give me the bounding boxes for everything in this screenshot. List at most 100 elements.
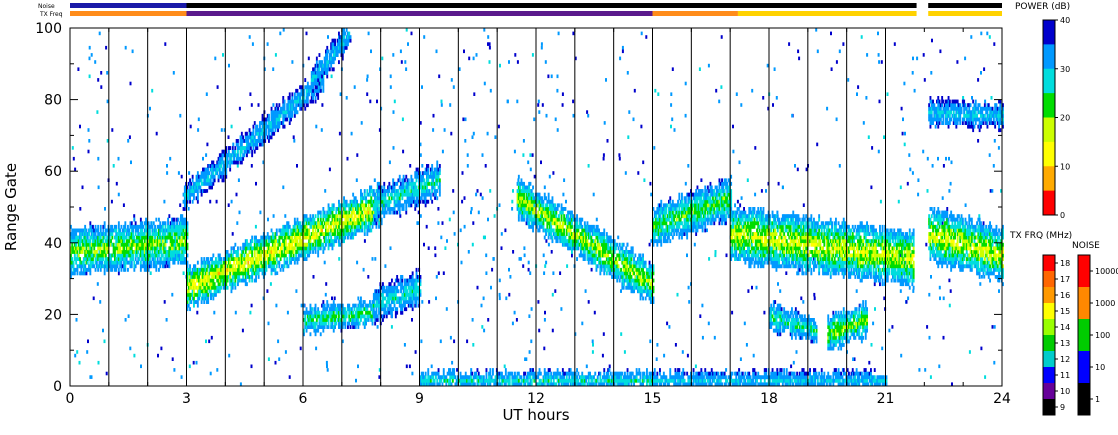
echo-cell: [389, 282, 392, 287]
echo-cell: [389, 185, 392, 190]
echo-cell: [271, 131, 274, 136]
echo-cell: [313, 310, 316, 315]
echo-cell: [343, 42, 345, 47]
echo-cell: [234, 278, 237, 283]
noise-echo: [838, 49, 841, 54]
echo-cell: [352, 203, 355, 208]
echo-cell: [164, 257, 167, 261]
echo-cell: [194, 300, 197, 304]
echo-cell: [114, 228, 116, 233]
echo-cell: [195, 292, 198, 297]
echo-cell: [154, 264, 156, 269]
echo-cell: [218, 174, 221, 179]
echo-cell: [370, 307, 373, 312]
echo-cell: [251, 246, 254, 251]
noise-echo: [376, 99, 378, 104]
echo-cell: [357, 321, 360, 326]
echo-cell: [75, 228, 78, 233]
echo-cell: [372, 203, 375, 208]
noise-echo: [763, 310, 766, 315]
echo-cell: [186, 185, 189, 190]
echo-cell: [326, 318, 329, 322]
echo-cell: [95, 253, 98, 258]
echo-cell: [353, 221, 356, 226]
echo-cell: [72, 228, 75, 233]
echo-cell: [388, 282, 391, 287]
noise-echo: [648, 242, 651, 247]
echo-cell: [115, 257, 118, 261]
echo-cell: [240, 156, 243, 161]
echo-cell: [251, 250, 254, 254]
echo-cell: [269, 239, 272, 244]
echo-cell: [299, 106, 301, 111]
noise-echo: [917, 192, 920, 197]
echo-cell: [115, 239, 118, 244]
echo-cell: [260, 260, 263, 265]
echo-cell: [112, 253, 115, 258]
echo-cell: [398, 185, 401, 190]
echo-cell: [383, 207, 386, 211]
echo-cell: [382, 292, 384, 297]
echo-cell: [343, 221, 345, 226]
echo-cell: [339, 221, 342, 226]
echo-cell: [273, 253, 276, 258]
echo-cell: [385, 300, 388, 304]
echo-cell: [378, 292, 380, 297]
echo-cell: [388, 207, 391, 211]
echo-cell: [335, 217, 338, 222]
echo-cell: [384, 307, 387, 312]
echo-cell: [123, 250, 125, 254]
echo-cell: [266, 232, 269, 236]
echo-cell: [415, 292, 418, 297]
echo-cell: [106, 235, 109, 240]
echo-cell: [306, 85, 309, 90]
noise-echo: [671, 67, 674, 71]
echo-cell: [353, 203, 356, 208]
echo-cell: [249, 264, 252, 269]
echo-cell: [327, 235, 330, 240]
echo-cell: [253, 246, 256, 251]
echo-cell: [353, 199, 356, 204]
echo-cell: [397, 203, 400, 208]
echo-cell: [169, 224, 172, 229]
noise-echo: [249, 92, 252, 96]
echo-cell: [274, 106, 277, 111]
echo-cell: [251, 271, 254, 276]
echo-cell: [160, 235, 163, 240]
echo-cell: [202, 189, 204, 193]
echo-cell: [244, 257, 247, 261]
echo-cell: [251, 278, 254, 283]
echo-cell: [331, 242, 334, 247]
noise-echo: [930, 71, 933, 75]
echo-cell: [215, 289, 217, 294]
echo-cell: [150, 260, 153, 265]
echo-cell: [363, 203, 366, 208]
echo-cell: [370, 210, 373, 215]
noise-echo: [241, 328, 244, 333]
echo-cell: [369, 192, 371, 197]
echo-cell: [238, 257, 241, 261]
echo-cell: [269, 135, 272, 140]
echo-cell: [334, 49, 336, 54]
echo-cell: [380, 192, 383, 197]
echo-cell: [423, 185, 426, 190]
echo-cell: [343, 210, 345, 215]
echo-cell: [382, 203, 384, 208]
echo-cell: [110, 232, 112, 236]
echo-cell: [274, 235, 277, 240]
noise-echo: [530, 339, 533, 344]
echo-cell: [312, 224, 314, 229]
echo-cell: [292, 250, 295, 254]
echo-cell: [134, 232, 137, 236]
echo-cell: [371, 189, 374, 193]
echo-cell: [349, 207, 352, 211]
echo-cell: [251, 267, 254, 272]
echo-cell: [312, 217, 314, 222]
echo-cell: [229, 271, 232, 276]
echo-cell: [360, 307, 362, 312]
echo-cell: [327, 239, 330, 244]
echo-cell: [212, 282, 215, 287]
echo-cell: [71, 232, 74, 236]
echo-cell: [273, 264, 276, 269]
echo-cell: [292, 103, 295, 108]
